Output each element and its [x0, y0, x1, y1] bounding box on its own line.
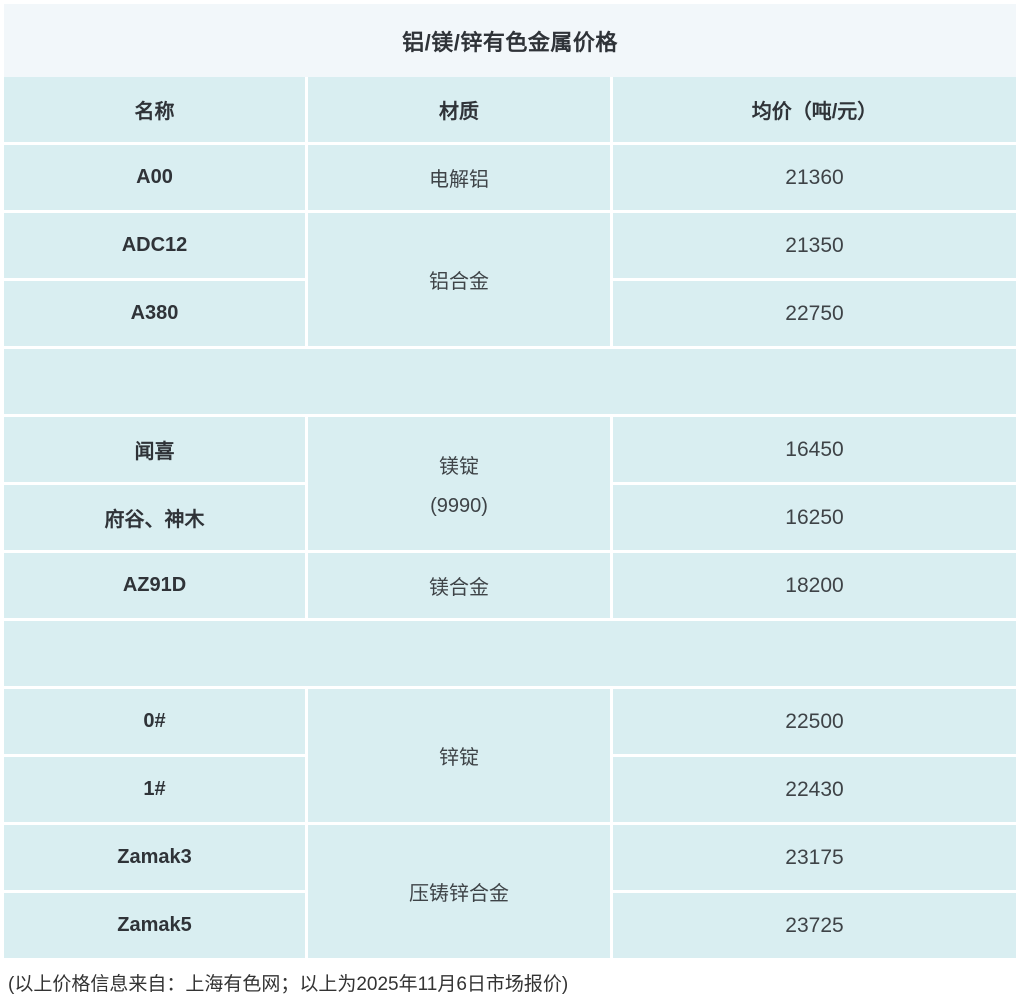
price-cell-0: 22500 — [613, 689, 1016, 754]
source-note: (以上价格信息来自：上海有色网；以上为2025年11月6日市场报价) — [0, 958, 1020, 996]
price-cell-a00: 21360 — [613, 145, 1016, 210]
price-cell-a380: 22750 — [613, 281, 1016, 346]
price-cell-1: 22430 — [613, 757, 1016, 822]
material-cell-magnesium-alloy: 镁合金 — [308, 553, 610, 618]
name-cell-a380: A380 — [4, 281, 305, 346]
column-header-price: 均价（吨/元） — [613, 77, 1016, 142]
price-cell-zamak5: 23725 — [613, 893, 1016, 958]
price-table-container: 铝/镁/锌有色金属价格 名称 材质 均价（吨/元） A00 电解铝 21360 … — [4, 4, 1016, 958]
name-cell-adc12: ADC12 — [4, 213, 305, 278]
material-cell-zinc-ingot: 锌锭 — [308, 689, 610, 822]
material-cell-aluminum-alloy: 铝合金 — [308, 213, 610, 346]
material-line-2: (9990) — [430, 494, 488, 517]
name-cell-a00: A00 — [4, 145, 305, 210]
name-cell-wenxi: 闻喜 — [4, 417, 305, 482]
price-cell-zamak3: 23175 — [613, 825, 1016, 890]
price-table: 名称 材质 均价（吨/元） A00 电解铝 21360 ADC12 铝合金 21… — [4, 77, 1016, 958]
price-cell-adc12: 21350 — [613, 213, 1016, 278]
column-header-name: 名称 — [4, 77, 305, 142]
price-cell-az91d: 18200 — [613, 553, 1016, 618]
material-line-1: 镁锭 — [439, 455, 479, 478]
price-cell-wenxi: 16450 — [613, 417, 1016, 482]
name-cell-zamak5: Zamak5 — [4, 893, 305, 958]
section-separator — [4, 621, 1016, 686]
name-cell-zamak3: Zamak3 — [4, 825, 305, 890]
price-cell-fugu-shenmu: 16250 — [613, 485, 1016, 550]
name-cell-fugu-shenmu: 府谷、神木 — [4, 485, 305, 550]
material-cell-electrolytic-aluminum: 电解铝 — [308, 145, 610, 210]
name-cell-1: 1# — [4, 757, 305, 822]
material-cell-magnesium-ingot: 镁锭 (9990) — [308, 417, 610, 550]
name-cell-0: 0# — [4, 689, 305, 754]
table-title: 铝/镁/锌有色金属价格 — [4, 4, 1016, 77]
section-separator — [4, 349, 1016, 414]
column-header-material: 材质 — [308, 77, 610, 142]
name-cell-az91d: AZ91D — [4, 553, 305, 618]
material-cell-die-cast-zinc-alloy: 压铸锌合金 — [308, 825, 610, 958]
